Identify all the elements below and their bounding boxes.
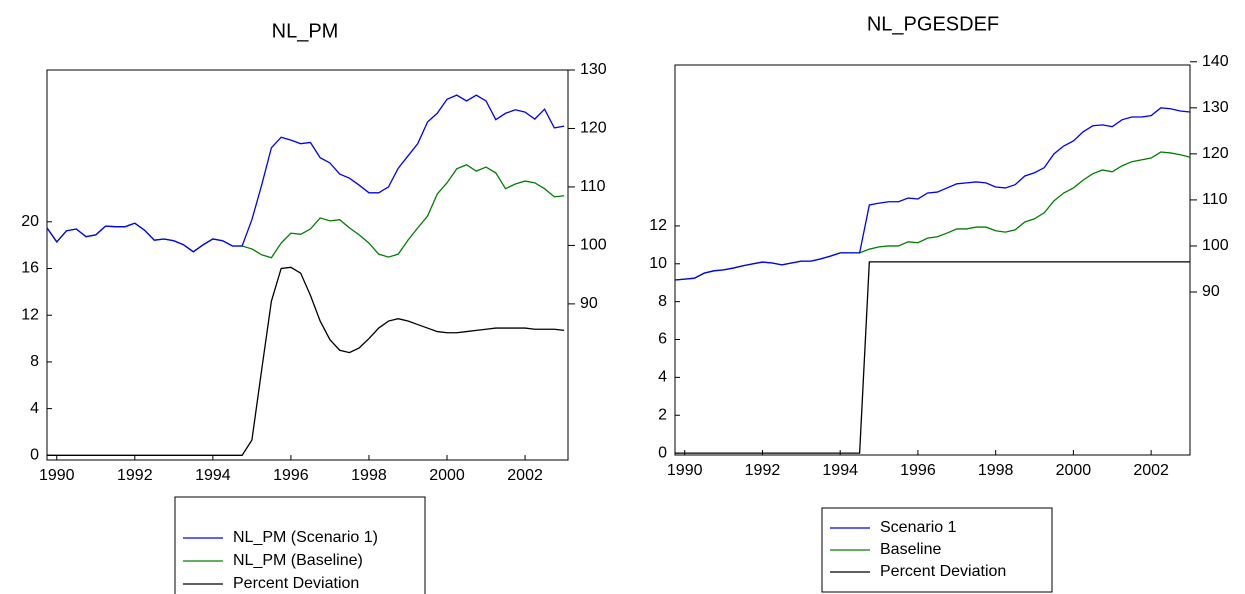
- x-tick-label: 1992: [745, 462, 781, 479]
- x-tick-label: 1990: [39, 467, 75, 484]
- legend-label: Percent Deviation: [233, 575, 359, 592]
- legend-label: Baseline: [880, 541, 941, 558]
- y-tick-label: 10: [649, 255, 667, 272]
- series-line: [674, 107, 1191, 281]
- x-tick-label: 1994: [822, 462, 858, 479]
- series-line: [47, 266, 565, 456]
- x-tick-label: 1996: [273, 467, 309, 484]
- x-tick-label: 1998: [978, 462, 1014, 479]
- y-tick-label: 8: [658, 293, 667, 310]
- legend-label: Percent Deviation: [880, 563, 1006, 580]
- chart-panel: NL_PGESDEF 0 2 4 6 8 10 12 90 100 110 120 130 140 1990…: [649, 13, 1229, 593]
- series-line: [674, 151, 1191, 281]
- y-tick-label: 12: [649, 217, 667, 234]
- y-tick-label: 0: [30, 447, 39, 464]
- y2-tick-label: 130: [1202, 99, 1229, 116]
- x-tick-label: 2002: [507, 467, 543, 484]
- legend-label: NL_PM (Scenario 1): [233, 529, 378, 546]
- legend-label: Scenario 1: [880, 519, 957, 536]
- plot-frame: [46, 69, 569, 461]
- chart-title: NL_PM: [272, 20, 339, 42]
- y-tick-label: 4: [658, 369, 667, 386]
- x-tick-label: 1998: [351, 467, 387, 484]
- y2-tick-label: 100: [1202, 237, 1229, 254]
- legend-label: NL_PM (Baseline): [233, 552, 363, 569]
- series-line: [46, 94, 565, 253]
- y2-tick-label: 130: [580, 61, 607, 78]
- y-tick-label: 12: [21, 306, 39, 323]
- x-tick-label: 1992: [117, 467, 153, 484]
- y2-tick-label: 90: [1202, 283, 1220, 300]
- x-tick-label: 2000: [429, 467, 465, 484]
- y2-tick-label: 120: [1202, 145, 1229, 162]
- x-tick-label: 1990: [667, 462, 703, 479]
- y-tick-label: 6: [658, 331, 667, 348]
- chart-title: NL_PGESDEF: [867, 13, 999, 35]
- x-tick-label: 2002: [1133, 462, 1169, 479]
- x-tick-label: 2000: [1056, 462, 1092, 479]
- series-line: [675, 261, 1190, 454]
- y-tick-label: 0: [658, 444, 667, 461]
- legend-frame: [174, 496, 426, 594]
- y-tick-label: 4: [30, 400, 39, 417]
- y-tick-label: 8: [30, 353, 39, 370]
- series-line: [46, 163, 565, 259]
- y2-tick-label: 120: [580, 120, 607, 137]
- y2-tick-label: 140: [1202, 53, 1229, 70]
- y-tick-label: 16: [21, 260, 39, 277]
- y2-tick-label: 100: [580, 237, 607, 254]
- y2-tick-label: 110: [1202, 191, 1228, 208]
- y2-tick-label: 110: [580, 178, 606, 195]
- x-tick-label: 1994: [195, 467, 231, 484]
- chart-panel: NL_PM 0 4 8 12 16 20 90 100 110 120 130 1990 1992 1994…: [21, 20, 607, 594]
- y-tick-label: 20: [21, 213, 39, 230]
- y-tick-label: 2: [658, 406, 667, 423]
- plot-frame: [674, 64, 1191, 456]
- x-tick-label: 1996: [900, 462, 936, 479]
- y2-tick-label: 90: [580, 295, 598, 312]
